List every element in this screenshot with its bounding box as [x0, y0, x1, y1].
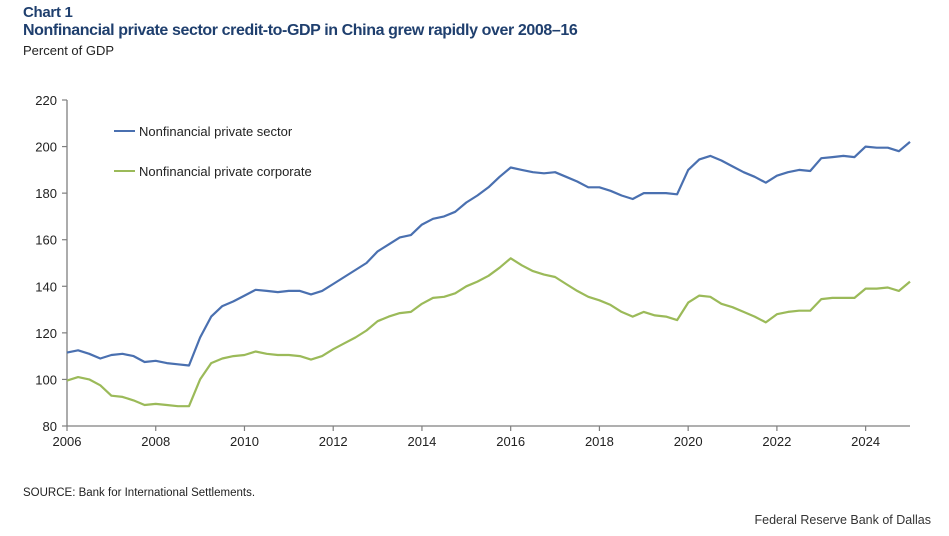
y-tick-label: 180	[35, 186, 57, 201]
x-tick-label: 2008	[141, 434, 170, 449]
x-tick-label: 2014	[407, 434, 436, 449]
y-tick-label: 200	[35, 140, 57, 155]
y-tick-label: 140	[35, 279, 57, 294]
axes: 80 100 120 140 160 180 200 220 2006 2008 2010 2012 2…	[35, 93, 910, 449]
y-tick-label: 220	[35, 93, 57, 108]
legend-label: Nonfinancial private sector	[139, 124, 293, 139]
x-tick-label: 2006	[53, 434, 82, 449]
legend: Nonfinancial private sector Nonfinancial …	[114, 124, 312, 179]
series-line-nonfinancial-private-corporate	[66, 257, 911, 408]
x-tick-label: 2016	[496, 434, 525, 449]
x-tick-label: 2024	[851, 434, 880, 449]
y-tick-label: 80	[43, 419, 57, 434]
y-tick-label: 100	[35, 372, 57, 387]
publisher-credit: Federal Reserve Bank of Dallas	[754, 513, 931, 527]
series-layer	[66, 141, 911, 408]
legend-label: Nonfinancial private corporate	[139, 164, 312, 179]
source-note: SOURCE: Bank for International Settlemen…	[23, 487, 256, 499]
y-tick-label: 120	[35, 326, 57, 341]
x-tick-label: 2010	[230, 434, 259, 449]
x-tick-label: 2020	[674, 434, 703, 449]
x-tick-label: 2012	[319, 434, 348, 449]
y-tick-label: 160	[35, 233, 57, 248]
chart-number-label: Chart 1	[23, 4, 73, 21]
y-axis-unit-label: Percent of GDP	[23, 43, 115, 58]
chart-title: Nonfinancial private sector credit-to-GD…	[23, 22, 578, 39]
x-tick-label: 2018	[585, 434, 614, 449]
x-tick-label: 2022	[762, 434, 791, 449]
series-line-nonfinancial-private-sector	[66, 141, 911, 367]
